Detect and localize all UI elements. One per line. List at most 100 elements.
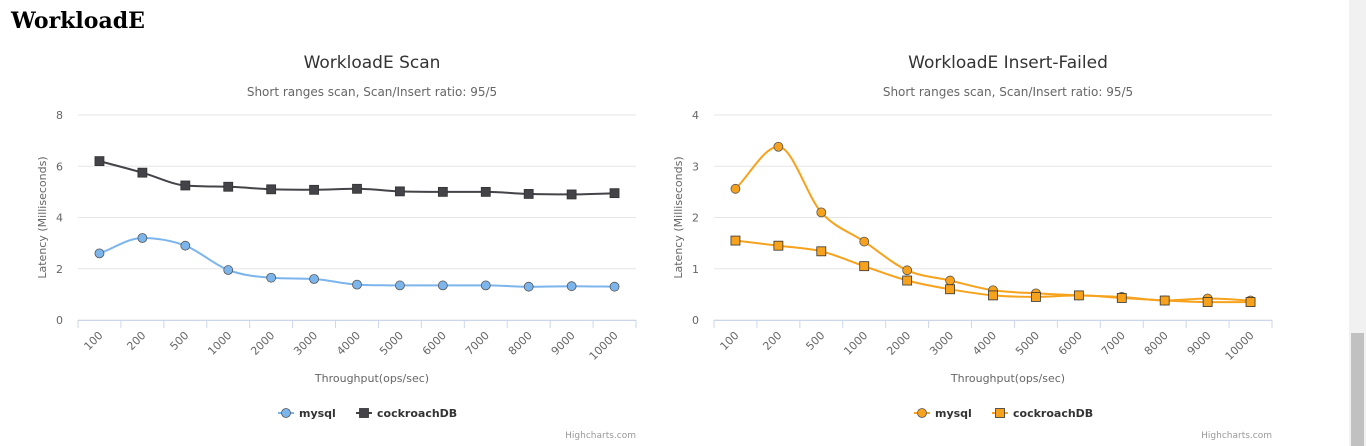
legend-item-cockroachdb[interactable]: cockroachDB xyxy=(356,407,457,420)
data-point-cockroachdb[interactable] xyxy=(1202,297,1213,307)
data-point-cockroachdb[interactable] xyxy=(395,186,405,197)
x-tick-label: 1000 xyxy=(205,329,234,358)
legend: mysql cockroachDB xyxy=(278,407,457,420)
y-tick-label: 8 xyxy=(56,109,63,122)
credits-link[interactable]: Highcharts.com xyxy=(1201,431,1272,441)
data-point-mysql[interactable] xyxy=(902,265,913,276)
data-point-mysql[interactable] xyxy=(816,207,827,218)
legend-label: mysql xyxy=(935,407,972,420)
y-axis-title: Latency (Milliseconds) xyxy=(36,156,49,278)
data-point-mysql[interactable] xyxy=(309,274,319,284)
x-tick-label: 5000 xyxy=(377,329,406,358)
data-point-cockroachdb[interactable] xyxy=(1116,293,1127,303)
x-tick-label: 7000 xyxy=(463,329,492,358)
data-point-mysql[interactable] xyxy=(266,272,277,283)
data-point-mysql[interactable] xyxy=(730,183,741,194)
y-tick-label: 1 xyxy=(692,263,699,276)
chart-title: WorkloadE Insert-Failed xyxy=(908,53,1108,73)
legend-item-mysql[interactable]: mysql xyxy=(278,407,336,420)
x-axis-title: Throughput(ops/sec) xyxy=(314,372,429,385)
chart-title: WorkloadE Scan xyxy=(304,53,441,73)
data-point-cockroachdb[interactable] xyxy=(309,184,319,195)
y-tick-label: 3 xyxy=(692,160,699,173)
x-tick-label: 1000 xyxy=(841,329,870,358)
data-point-cockroachdb[interactable] xyxy=(945,284,955,295)
x-tick-label: 3000 xyxy=(291,329,320,358)
data-point-mysql[interactable] xyxy=(773,141,784,152)
data-point-cockroachdb[interactable] xyxy=(988,290,998,301)
series-mysql xyxy=(94,233,620,292)
data-point-cockroachdb[interactable] xyxy=(223,181,234,192)
x-tick-label: 7000 xyxy=(1099,329,1128,358)
data-point-cockroachdb[interactable] xyxy=(902,275,913,286)
legend-marker-icon[interactable] xyxy=(917,408,927,418)
x-tick-label: 100 xyxy=(82,329,106,353)
data-point-cockroachdb[interactable] xyxy=(1245,297,1256,307)
x-tick-label: 4000 xyxy=(970,329,999,358)
data-point-cockroachdb[interactable] xyxy=(480,186,491,197)
data-point-mysql[interactable] xyxy=(859,236,870,247)
data-point-cockroachdb[interactable] xyxy=(266,184,277,195)
x-tick-label: 9000 xyxy=(549,329,578,358)
scrollbar-thumb[interactable] xyxy=(1351,333,1364,446)
x-tick-label: 3000 xyxy=(927,329,956,358)
data-point-cockroachdb[interactable] xyxy=(730,235,741,246)
data-point-mysql[interactable] xyxy=(566,281,577,292)
series-line-mysql xyxy=(734,145,1251,302)
data-point-mysql[interactable] xyxy=(352,279,362,290)
credits-link[interactable]: Highcharts.com xyxy=(565,431,636,441)
data-point-mysql[interactable] xyxy=(480,280,491,291)
data-point-mysql[interactable] xyxy=(137,233,148,243)
series-cockroachdb xyxy=(730,235,1256,307)
legend: mysql cockroachDB xyxy=(914,407,1093,420)
data-point-cockroachdb[interactable] xyxy=(609,188,620,199)
data-point-mysql[interactable] xyxy=(609,281,620,292)
x-tick-label: 8000 xyxy=(1142,329,1171,358)
data-point-mysql[interactable] xyxy=(523,281,534,292)
chart-svg: WorkloadE Scan Short ranges scan, Scan/In… xyxy=(36,53,637,441)
legend-marker-icon[interactable] xyxy=(995,408,1005,418)
data-point-cockroachdb[interactable] xyxy=(1073,290,1084,301)
data-point-mysql[interactable] xyxy=(180,240,191,251)
y-axis-title: Latency (Milliseconds) xyxy=(672,156,685,278)
vertical-scrollbar[interactable] xyxy=(1349,0,1366,446)
y-tick-label: 6 xyxy=(56,160,63,173)
data-point-cockroachdb[interactable] xyxy=(773,240,784,251)
chart-workloade-scan: WorkloadE Scan Short ranges scan, Scan/In… xyxy=(0,40,640,444)
data-point-cockroachdb[interactable] xyxy=(437,186,448,197)
legend-marker-icon[interactable] xyxy=(281,408,291,418)
x-tick-label: 200 xyxy=(124,329,148,353)
data-point-mysql[interactable] xyxy=(94,248,105,259)
y-tick-label: 2 xyxy=(56,263,63,276)
x-tick-label: 100 xyxy=(718,329,742,353)
x-tick-label: 6000 xyxy=(420,329,449,358)
data-point-cockroachdb[interactable] xyxy=(94,156,105,167)
legend-label: cockroachDB xyxy=(1013,407,1093,420)
data-point-mysql[interactable] xyxy=(223,265,234,275)
legend-label: mysql xyxy=(299,407,336,420)
x-tick-label: 6000 xyxy=(1056,329,1085,358)
legend-marker-icon[interactable] xyxy=(359,408,369,418)
chart-workloade-insert-failed: WorkloadE Insert-Failed Short ranges scan… xyxy=(636,40,1276,444)
y-tick-label: 0 xyxy=(56,314,63,327)
data-point-cockroachdb[interactable] xyxy=(180,180,191,191)
data-point-cockroachdb[interactable] xyxy=(859,261,870,272)
y-tick-label: 0 xyxy=(692,314,699,327)
data-point-cockroachdb[interactable] xyxy=(566,189,577,200)
x-tick-label: 10000 xyxy=(587,329,621,363)
x-tick-label: 500 xyxy=(803,329,827,353)
legend-item-mysql[interactable]: mysql xyxy=(914,407,972,420)
data-point-cockroachdb[interactable] xyxy=(816,246,827,257)
data-point-cockroachdb[interactable] xyxy=(1159,295,1170,306)
data-point-mysql[interactable] xyxy=(437,280,448,291)
data-point-mysql[interactable] xyxy=(945,275,955,286)
data-point-cockroachdb[interactable] xyxy=(1031,292,1041,302)
x-tick-label: 9000 xyxy=(1185,329,1214,358)
data-point-cockroachdb[interactable] xyxy=(523,189,534,199)
legend-item-cockroachdb[interactable]: cockroachDB xyxy=(992,407,1093,420)
data-point-cockroachdb[interactable] xyxy=(137,167,148,178)
y-tick-label: 2 xyxy=(692,212,699,225)
data-point-cockroachdb[interactable] xyxy=(352,183,362,194)
y-tick-label: 4 xyxy=(56,212,63,225)
data-point-mysql[interactable] xyxy=(395,280,405,291)
